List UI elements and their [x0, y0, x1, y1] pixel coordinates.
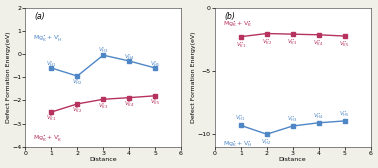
- Text: $V_{K5}^{\prime}$: $V_{K5}^{\prime}$: [150, 97, 160, 107]
- Text: $V_{K3}^{\bullet}$: $V_{K3}^{\bullet}$: [288, 37, 298, 47]
- Text: $\mathrm{Mg_K^{\bullet}+V_K^{\bullet}}$: $\mathrm{Mg_K^{\bullet}+V_K^{\bullet}}$: [223, 19, 252, 29]
- Text: $\mathrm{Mg_K^{\bullet}+V_K^{\prime}}$: $\mathrm{Mg_K^{\bullet}+V_K^{\prime}}$: [33, 134, 62, 144]
- Y-axis label: Defect Formation Energy(eV): Defect Formation Energy(eV): [6, 31, 11, 123]
- Text: $\mathrm{Mg_K^{\bullet}+V_H^{\bullet}}$: $\mathrm{Mg_K^{\bullet}+V_H^{\bullet}}$: [223, 139, 252, 149]
- Text: $V_{H3}^{\bullet}$: $V_{H3}^{\bullet}$: [287, 114, 298, 124]
- Text: $\mathrm{Mg_K^{\bullet}+V_H^{\prime}}$: $\mathrm{Mg_K^{\bullet}+V_H^{\prime}}$: [33, 34, 62, 44]
- Text: $V_{K1}^{\prime}$: $V_{K1}^{\prime}$: [46, 114, 56, 123]
- Text: $V_{K2}^{\prime}$: $V_{K2}^{\prime}$: [72, 106, 82, 115]
- Text: $V_{H4}^{\bullet}$: $V_{H4}^{\bullet}$: [313, 111, 324, 121]
- Text: $V_{H5}^{\bullet}$: $V_{H5}^{\bullet}$: [339, 109, 350, 119]
- Text: (a): (a): [35, 12, 45, 21]
- Text: $V_{K5}^{\bullet}$: $V_{K5}^{\bullet}$: [339, 39, 350, 49]
- X-axis label: Distance: Distance: [89, 157, 117, 162]
- X-axis label: Distance: Distance: [279, 157, 307, 162]
- Text: $V_{H4}^{\prime}$: $V_{H4}^{\prime}$: [124, 52, 135, 62]
- Text: $V_{H1}^{\bullet}$: $V_{H1}^{\bullet}$: [235, 114, 246, 123]
- Text: $V_{K2}^{\bullet}$: $V_{K2}^{\bullet}$: [262, 37, 272, 47]
- Text: $V_{K4}^{\prime}$: $V_{K4}^{\prime}$: [124, 99, 135, 109]
- Text: $V_{K4}^{\bullet}$: $V_{K4}^{\bullet}$: [313, 38, 324, 48]
- Y-axis label: Defect Formation Energy(eV): Defect Formation Energy(eV): [191, 31, 196, 123]
- Text: (b): (b): [224, 12, 235, 21]
- Text: $V_{H2}^{\prime}$: $V_{H2}^{\prime}$: [72, 77, 83, 87]
- Text: $V_{H1}^{\prime}$: $V_{H1}^{\prime}$: [46, 59, 57, 69]
- Text: $V_{H2}^{\bullet}$: $V_{H2}^{\bullet}$: [261, 138, 272, 147]
- Text: $V_{K1}^{\bullet}$: $V_{K1}^{\bullet}$: [235, 40, 246, 50]
- Text: $V_{H5}^{\prime}$: $V_{H5}^{\prime}$: [150, 59, 160, 69]
- Text: $V_{H3}^{\prime}$: $V_{H3}^{\prime}$: [98, 45, 108, 55]
- Text: $V_{K3}^{\prime}$: $V_{K3}^{\prime}$: [98, 101, 108, 111]
